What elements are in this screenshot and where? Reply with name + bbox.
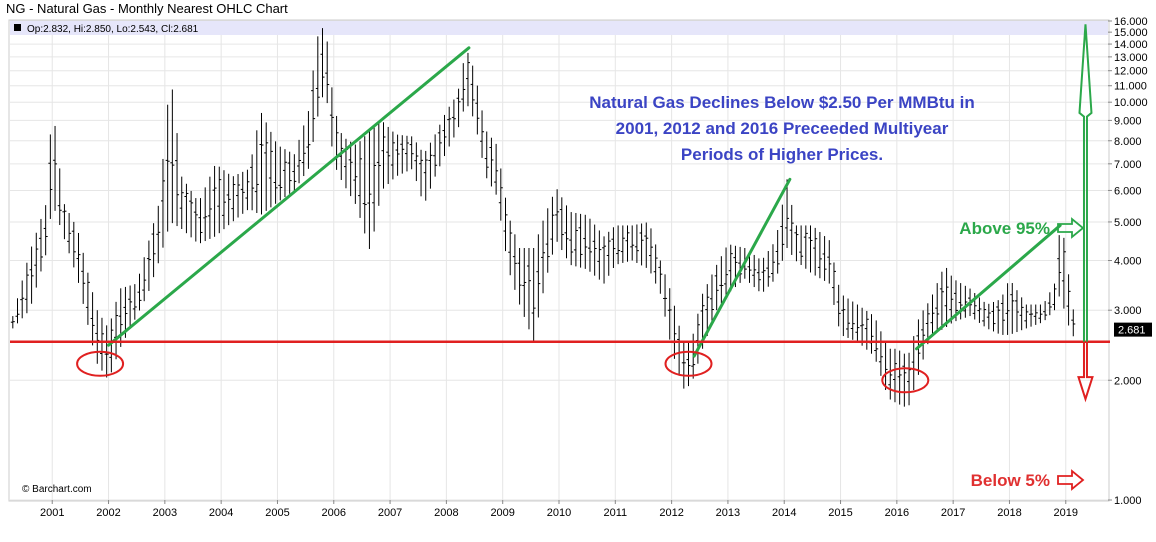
lower-projection-arrow bbox=[1077, 341, 1094, 403]
projection-arrows bbox=[1057, 24, 1094, 491]
annotation-line-3: Periods of Higher Prices. bbox=[681, 145, 883, 164]
x-tick-label: 2013 bbox=[716, 507, 740, 519]
ohlc-readout-band bbox=[10, 21, 1108, 35]
x-axis: 2001 2002 2003 2004 2005 2006 2007 2008 2009 2010… bbox=[40, 500, 1078, 519]
price-bars bbox=[10, 28, 1076, 407]
annotation-line-1: Natural Gas Declines Below $2.50 Per MMB… bbox=[589, 93, 974, 112]
trend-line bbox=[107, 46, 471, 347]
circled-lows bbox=[76, 350, 930, 394]
y-tick-label: 10.000 bbox=[1114, 97, 1148, 109]
y-tick-label: 16.000 bbox=[1114, 16, 1148, 28]
chart-title: NG - Natural Gas - Monthly Nearest OHLC … bbox=[6, 1, 288, 16]
x-tick-label: 2008 bbox=[434, 507, 458, 519]
y-tick-label: 1.000 bbox=[1114, 495, 1142, 507]
y-tick-label: 15.000 bbox=[1114, 27, 1148, 39]
y-tick-label: 8.000 bbox=[1114, 136, 1142, 148]
last-price-label: 2.681 bbox=[1118, 325, 1146, 337]
below-label: Below 5% bbox=[971, 471, 1050, 490]
x-tick-label: 2017 bbox=[941, 507, 965, 519]
x-tick-label: 2016 bbox=[885, 507, 909, 519]
y-tick-label: 5.000 bbox=[1114, 217, 1142, 229]
series-swatch bbox=[14, 24, 21, 31]
y-tick-label: 2.000 bbox=[1114, 375, 1142, 387]
last-price-badge bbox=[1114, 322, 1152, 337]
x-tick-label: 2014 bbox=[772, 507, 796, 519]
circled-low bbox=[664, 350, 713, 377]
y-tick-label: 12.000 bbox=[1114, 66, 1148, 78]
trend-line bbox=[915, 223, 1062, 351]
trend-line bbox=[692, 177, 792, 358]
y-tick-label: 13.000 bbox=[1114, 52, 1148, 64]
x-tick-label: 2002 bbox=[96, 507, 120, 519]
y-tick-label: 7.000 bbox=[1114, 159, 1142, 171]
x-tick-label: 2010 bbox=[547, 507, 571, 519]
y-tick-label: 6.000 bbox=[1114, 185, 1142, 197]
x-tick-label: 2012 bbox=[659, 507, 683, 519]
circled-low bbox=[881, 367, 930, 394]
y-axis: 1.000 2.000 3.000 4.000 5.000 6.000 7.000 8.000… bbox=[1108, 16, 1148, 507]
x-tick-label: 2003 bbox=[153, 507, 177, 519]
above-label: Above 95% bbox=[959, 219, 1050, 238]
x-tick-label: 2018 bbox=[997, 507, 1021, 519]
annotation-line-2: 2001, 2012 and 2016 Preceeded Multiyear bbox=[616, 119, 949, 138]
y-tick-label: 11.000 bbox=[1114, 81, 1147, 93]
x-tick-label: 2005 bbox=[265, 507, 289, 519]
y-tick-label: 3.000 bbox=[1114, 305, 1142, 317]
x-tick-label: 2001 bbox=[40, 507, 64, 519]
trend-lines bbox=[107, 46, 1062, 358]
ohlc-readout: Op:2.832, Hi:2.850, Lo:2.543, Cl:2.681 bbox=[27, 24, 199, 35]
y-tick-label: 14.000 bbox=[1114, 39, 1148, 51]
circled-low bbox=[76, 350, 125, 377]
above-pointer-arrow bbox=[1057, 217, 1085, 239]
x-tick-label: 2011 bbox=[603, 507, 627, 519]
x-tick-label: 2019 bbox=[1054, 507, 1078, 519]
x-tick-label: 2015 bbox=[828, 507, 852, 519]
y-tick-label: 9.000 bbox=[1114, 115, 1142, 127]
upper-projection-arrow bbox=[1078, 24, 1093, 342]
x-tick-label: 2006 bbox=[322, 507, 346, 519]
watermark: © Barchart.com bbox=[22, 484, 92, 495]
y-tick-label: 4.000 bbox=[1114, 256, 1142, 268]
x-tick-label: 2007 bbox=[378, 507, 402, 519]
x-tick-label: 2004 bbox=[209, 507, 233, 519]
below-pointer-arrow bbox=[1057, 469, 1085, 491]
x-tick-label: 2009 bbox=[490, 507, 514, 519]
